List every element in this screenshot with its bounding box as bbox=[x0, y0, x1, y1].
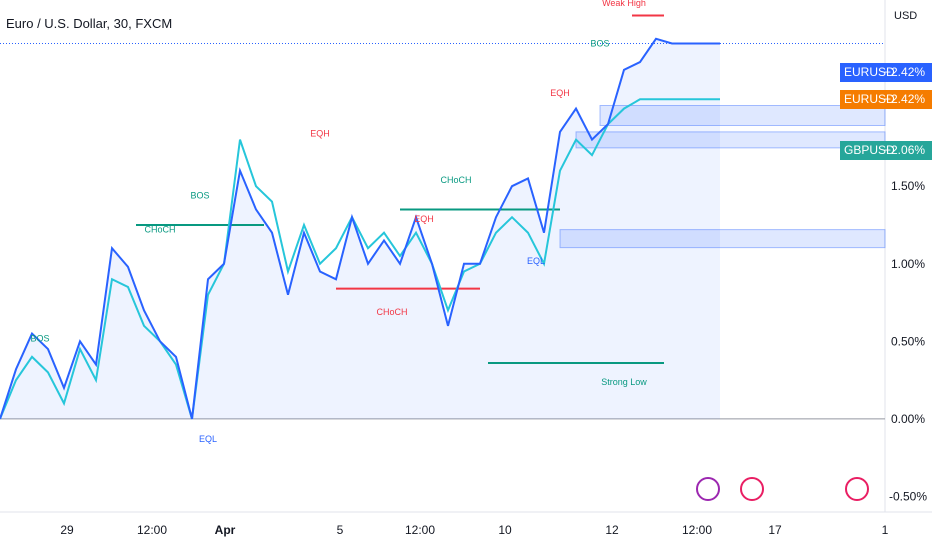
y-tick-label: 0.50% bbox=[891, 334, 925, 348]
area-fill bbox=[0, 38, 720, 419]
x-tick-label: 12 bbox=[605, 523, 619, 537]
price-tag-value: +2.42% bbox=[884, 92, 926, 106]
annotation-label: EQL bbox=[199, 434, 217, 444]
price-tag-value: +2.06% bbox=[884, 143, 926, 157]
annotation-label: BOS bbox=[190, 191, 209, 201]
annotation-label: Weak High bbox=[602, 0, 646, 8]
x-tick-label: 1 bbox=[882, 523, 889, 537]
y-tick-label: -0.50% bbox=[889, 489, 927, 503]
annotation-label: CHoCH bbox=[440, 175, 471, 185]
annotation-label: EQH bbox=[550, 88, 570, 98]
series-line bbox=[0, 98, 720, 420]
series-line bbox=[0, 37, 720, 420]
y-tick-label: 0.00% bbox=[891, 412, 925, 426]
zone-box bbox=[575, 131, 886, 149]
price-tag: EURUSD+2.42% bbox=[840, 63, 932, 82]
price-tag-symbol: EURUSD bbox=[844, 65, 895, 79]
x-tick-label: 12:00 bbox=[405, 523, 435, 537]
event-icon bbox=[845, 477, 869, 501]
annotation-label: EQL bbox=[527, 256, 545, 266]
x-tick-label: 12:00 bbox=[682, 523, 712, 537]
y-tick-label: 1.00% bbox=[891, 257, 925, 271]
price-tag-symbol: EURUSD bbox=[844, 92, 895, 106]
annotation-label: CHoCH bbox=[376, 307, 407, 317]
x-tick-label: 10 bbox=[498, 523, 512, 537]
x-tick-label: 12:00 bbox=[137, 523, 167, 537]
annotation-label: EQH bbox=[414, 214, 434, 224]
zone-box bbox=[599, 105, 886, 127]
annotation-label: BOS bbox=[590, 39, 609, 49]
x-tick-label: 29 bbox=[60, 523, 74, 537]
price-tag-symbol: GBPUSD bbox=[844, 143, 895, 157]
zone-box bbox=[559, 229, 886, 249]
annotation-label: EQH bbox=[310, 129, 330, 139]
event-icon bbox=[696, 477, 720, 501]
annotation-label: Strong Low bbox=[601, 377, 647, 387]
annotation-label: BOS bbox=[30, 333, 49, 343]
price-tag: GBPUSD+2.06% bbox=[840, 141, 932, 160]
price-tag: EURUSD+2.42% bbox=[840, 90, 932, 109]
currency-label: USD bbox=[894, 10, 918, 22]
x-tick-label: Apr bbox=[215, 523, 236, 537]
event-icon bbox=[740, 477, 764, 501]
y-tick-label: 1.50% bbox=[891, 179, 925, 193]
x-tick-label: 5 bbox=[337, 523, 344, 537]
x-tick-label: 17 bbox=[768, 523, 782, 537]
chart-title: Euro / U.S. Dollar, 30, FXCM bbox=[6, 16, 173, 31]
price-tag-value: +2.42% bbox=[884, 65, 926, 79]
annotation-label: CHoCH bbox=[144, 225, 175, 235]
